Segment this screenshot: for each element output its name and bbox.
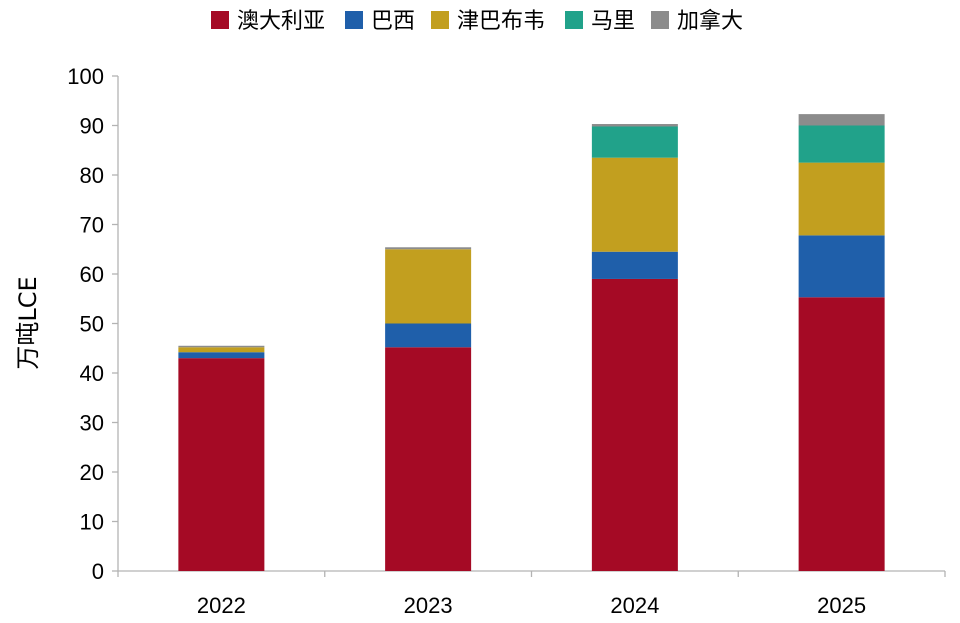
- y-tick-label: 90: [80, 114, 104, 139]
- x-tick-label: 2022: [197, 593, 246, 618]
- legend-label: 澳大利亚: [237, 9, 325, 34]
- y-tick-label: 40: [80, 361, 104, 386]
- x-tick-label: 2025: [817, 593, 866, 618]
- legend-swatch: [431, 11, 449, 29]
- y-tick-label: 30: [80, 411, 104, 436]
- y-tick-label: 10: [80, 510, 104, 535]
- x-tick-label: 2023: [404, 593, 453, 618]
- y-axis-title: 万吨LCE: [14, 276, 42, 369]
- x-tick-label: 2024: [610, 593, 659, 618]
- bar-segment: [385, 249, 472, 324]
- bar-segment: [798, 162, 885, 236]
- legend-label: 津巴布韦: [457, 9, 545, 34]
- legend-swatch: [565, 11, 583, 29]
- bar-segment: [178, 345, 265, 348]
- legend: 澳大利亚 巴西 津巴布韦 马里 加拿大: [211, 8, 743, 34]
- bars: [178, 114, 885, 571]
- bar-segment: [798, 297, 885, 571]
- legend-label: 加拿大: [677, 8, 743, 34]
- bar-segment: [591, 278, 678, 571]
- bar-segment: [178, 358, 265, 571]
- y-tick-label: 50: [80, 312, 104, 337]
- legend-swatch: [211, 11, 229, 29]
- bar-segment: [591, 251, 678, 279]
- y-tick-label: 60: [80, 262, 104, 287]
- y-axis: 0 10 20 30 40 50 60 70 80 90 100: [67, 64, 119, 584]
- bar-segment: [591, 124, 678, 127]
- legend-swatch: [345, 11, 363, 29]
- y-tick-label: 20: [80, 460, 104, 485]
- legend-label: 巴西: [371, 9, 415, 34]
- bar-segment: [178, 352, 265, 359]
- bar-segment: [178, 347, 265, 353]
- bar-segment: [385, 347, 472, 571]
- y-tick-label: 0: [92, 559, 104, 584]
- bar-segment: [591, 157, 678, 252]
- legend-label: 马里: [591, 9, 635, 34]
- bar-segment: [385, 247, 472, 250]
- bar-segment: [798, 125, 885, 163]
- bar-segment: [385, 323, 472, 348]
- bar-segment: [591, 126, 678, 158]
- x-axis: 2022 2023 2024 2025: [117, 570, 946, 618]
- y-tick-label: 100: [67, 64, 104, 89]
- bar-segment: [798, 114, 885, 126]
- y-tick-label: 80: [80, 163, 104, 188]
- legend-swatch: [651, 11, 669, 29]
- y-tick-label: 70: [80, 213, 104, 238]
- bar-segment: [798, 235, 885, 298]
